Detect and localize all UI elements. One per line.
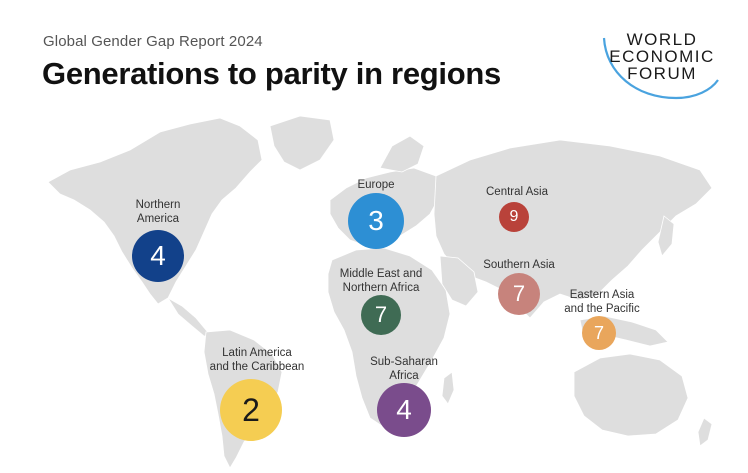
logo-text-world: WORLD: [626, 30, 698, 49]
landmass-japan: [657, 215, 675, 257]
label-latin-america-line2: and the Caribbean: [209, 361, 305, 373]
label-northern-america-line1: Northern: [135, 199, 181, 211]
landmass-madagascar: [441, 371, 455, 405]
label-mena-line2: Northern Africa: [342, 282, 420, 294]
label-sub-saharan-africa-line2: Africa: [389, 370, 419, 382]
value-latin-america-caribbean: 2: [242, 392, 260, 428]
value-eastern-asia-pacific: 7: [593, 323, 604, 343]
landmass-arabia: [439, 255, 479, 307]
wef-logo: WORLD ECONOMIC FORUM: [596, 28, 732, 102]
value-sub-saharan-africa: 4: [396, 394, 412, 425]
value-europe: 3: [368, 205, 384, 236]
value-central-asia: 9: [509, 208, 519, 225]
label-southern-asia-line1: Southern Asia: [483, 259, 555, 271]
label-latin-america-caribbean: Latin America and the Caribbean: [210, 346, 305, 374]
bubble-latin-america-caribbean[interactable]: 2: [220, 379, 282, 441]
logo-arc-icon: [602, 37, 719, 100]
value-middle-east-northern-africa: 7: [374, 302, 388, 327]
label-europe: Europe: [357, 178, 394, 192]
value-southern-asia: 7: [512, 281, 526, 306]
logo-text-economic: ECONOMIC: [609, 47, 715, 66]
label-middle-east-northern-africa: Middle East and Northern Africa: [340, 267, 422, 295]
label-eastern-asia-pacific: Eastern Asia and the Pacific: [564, 288, 639, 316]
label-central-asia: Central Asia: [486, 185, 548, 199]
label-central-asia-line1: Central Asia: [485, 186, 549, 198]
page-title: Generations to parity in regions: [42, 56, 501, 91]
value-northern-america: 4: [150, 240, 166, 271]
label-northern-america: Northern America: [136, 198, 181, 226]
subtitle: Global Gender Gap Report 2024: [43, 33, 263, 50]
label-eastern-asia-pacific-line2: and the Pacific: [564, 303, 640, 315]
label-latin-america-line1: Latin America: [222, 347, 292, 359]
label-northern-america-line2: America: [136, 213, 180, 225]
label-sub-saharan-africa-line1: Sub-Saharan: [370, 356, 438, 368]
bubble-middle-east-northern-africa[interactable]: 7: [361, 295, 401, 335]
landmass-new-zealand: [697, 417, 713, 447]
label-europe-line1: Europe: [357, 179, 395, 191]
landmass-central-america: [167, 297, 213, 337]
landmass-australia: [573, 353, 689, 437]
landmass-greenland: [269, 115, 335, 171]
landmass-scandinavia: [379, 135, 425, 173]
bubble-northern-america[interactable]: 4: [132, 230, 184, 282]
bubble-europe[interactable]: 3: [348, 193, 404, 249]
bubble-sub-saharan-africa[interactable]: 4: [377, 383, 431, 437]
label-southern-asia: Southern Asia: [483, 258, 555, 272]
label-eastern-asia-pacific-line1: Eastern Asia: [569, 289, 635, 301]
label-sub-saharan-africa: Sub-Saharan Africa: [370, 355, 438, 383]
landmass-north-america: [47, 117, 263, 305]
label-mena-line1: Middle East and: [339, 268, 423, 280]
bubble-eastern-asia-pacific[interactable]: 7: [582, 316, 616, 350]
bubble-central-asia[interactable]: 9: [499, 202, 529, 232]
logo-text-forum: FORUM: [627, 64, 697, 83]
bubble-southern-asia[interactable]: 7: [498, 273, 540, 315]
